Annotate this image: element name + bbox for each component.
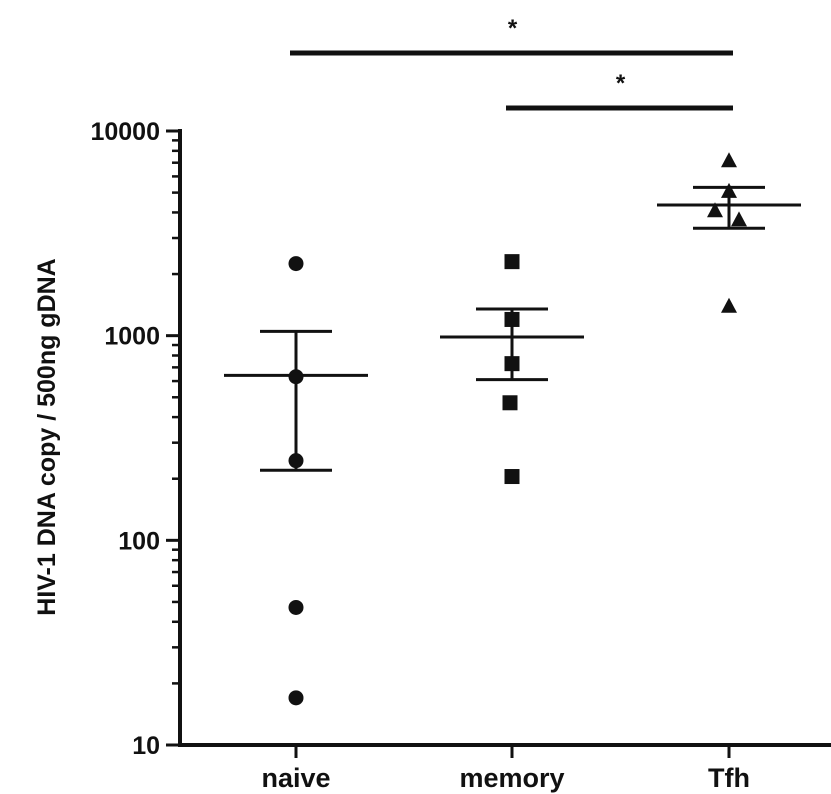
- y-tick-label: 10000: [90, 118, 160, 146]
- significance-star: *: [508, 15, 518, 42]
- data-point-square: [502, 395, 518, 411]
- x-category-label: naive: [261, 763, 330, 793]
- x-category-label: memory: [459, 763, 564, 793]
- significance-brackets: **: [290, 15, 733, 111]
- data-point-triangle: [721, 152, 737, 168]
- y-tick-label: 10: [132, 732, 160, 760]
- data-point-square: [504, 254, 520, 270]
- y-axis-tick-labels: 10 100 1000 10000: [90, 118, 160, 760]
- y-axis-ticks: [166, 129, 180, 747]
- x-category-label: Tfh: [708, 763, 750, 793]
- data-point-triangle: [721, 182, 737, 198]
- error-bars: [224, 185, 801, 472]
- data-point-circle: [288, 453, 304, 469]
- data-point-square: [504, 469, 520, 485]
- x-axis-ticks: [294, 745, 731, 758]
- data-point-circle: [288, 369, 304, 385]
- x-axis-category-labels: naive memory Tfh: [261, 763, 750, 793]
- data-point-square: [504, 356, 520, 372]
- data-point-triangle: [707, 202, 723, 218]
- y-axis-title: HIV-1 DNA copy / 500ng gDNA: [33, 258, 61, 615]
- y-tick-label: 1000: [104, 323, 160, 351]
- y-tick-label: 100: [118, 527, 160, 555]
- data-point-circle: [288, 690, 304, 706]
- data-point-circle: [288, 599, 304, 615]
- data-point-circle: [288, 256, 304, 272]
- data-points: [288, 152, 747, 706]
- data-point-square: [504, 311, 520, 327]
- significance-star: *: [616, 70, 626, 97]
- data-point-triangle: [731, 211, 747, 227]
- data-point-triangle: [721, 297, 737, 313]
